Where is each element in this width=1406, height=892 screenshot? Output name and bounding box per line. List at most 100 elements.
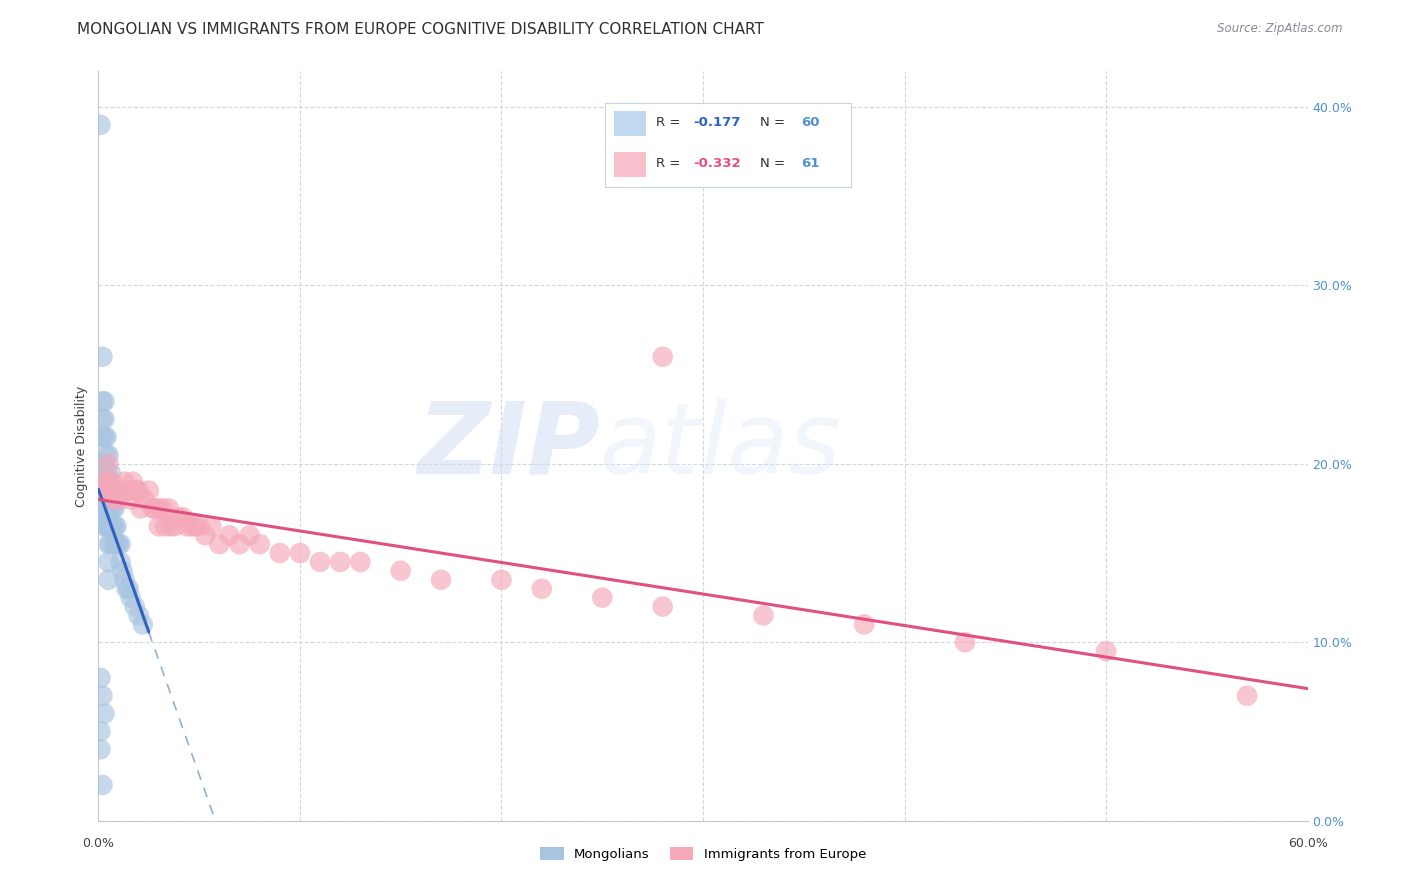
Text: ZIP: ZIP bbox=[418, 398, 600, 494]
Point bbox=[89, 671, 111, 685]
Point bbox=[121, 475, 143, 489]
Point bbox=[160, 519, 183, 533]
Point bbox=[100, 519, 122, 533]
Point bbox=[100, 483, 122, 498]
Point bbox=[97, 519, 120, 533]
Text: -0.177: -0.177 bbox=[693, 117, 741, 129]
Point bbox=[96, 519, 118, 533]
Point bbox=[110, 537, 132, 551]
Point bbox=[105, 483, 128, 498]
Point bbox=[97, 537, 120, 551]
Point bbox=[96, 466, 118, 480]
Point bbox=[97, 501, 120, 516]
Point bbox=[143, 501, 166, 516]
Point bbox=[329, 555, 352, 569]
Point bbox=[91, 430, 114, 444]
Point bbox=[269, 546, 291, 560]
Point bbox=[103, 537, 125, 551]
Point bbox=[172, 510, 194, 524]
Point bbox=[138, 483, 160, 498]
Text: MONGOLIAN VS IMMIGRANTS FROM EUROPE COGNITIVE DISABILITY CORRELATION CHART: MONGOLIAN VS IMMIGRANTS FROM EUROPE COGN… bbox=[77, 22, 765, 37]
Point bbox=[101, 501, 124, 516]
Y-axis label: Cognitive Disability: Cognitive Disability bbox=[75, 385, 89, 507]
Point bbox=[107, 492, 129, 507]
Point bbox=[114, 475, 136, 489]
Point bbox=[148, 519, 170, 533]
Text: 60: 60 bbox=[801, 117, 820, 129]
Point bbox=[530, 582, 553, 596]
Point bbox=[389, 564, 412, 578]
Point bbox=[100, 537, 122, 551]
Bar bbox=[614, 112, 647, 136]
Point bbox=[118, 483, 141, 498]
Point bbox=[349, 555, 371, 569]
Text: 0.0%: 0.0% bbox=[83, 838, 114, 850]
Point bbox=[167, 510, 190, 524]
Point bbox=[93, 483, 115, 498]
Point bbox=[89, 724, 111, 739]
Point bbox=[93, 501, 115, 516]
Point bbox=[91, 350, 114, 364]
Point bbox=[100, 501, 122, 516]
Text: atlas: atlas bbox=[600, 398, 842, 494]
Point bbox=[91, 483, 114, 498]
Point bbox=[101, 483, 124, 498]
Point bbox=[288, 546, 311, 560]
Point bbox=[97, 457, 120, 471]
Point bbox=[91, 412, 114, 426]
Point bbox=[100, 466, 122, 480]
Point bbox=[89, 118, 111, 132]
Point bbox=[208, 537, 231, 551]
Point bbox=[249, 537, 271, 551]
Point bbox=[97, 483, 120, 498]
Point bbox=[97, 573, 120, 587]
Point bbox=[152, 501, 174, 516]
Point bbox=[111, 564, 134, 578]
Point bbox=[105, 519, 128, 533]
Point bbox=[132, 617, 155, 632]
Point bbox=[125, 483, 148, 498]
Point bbox=[142, 501, 165, 516]
Point bbox=[91, 457, 114, 471]
Point bbox=[120, 591, 142, 605]
Point bbox=[128, 483, 150, 498]
Point bbox=[430, 573, 453, 587]
Point bbox=[100, 483, 122, 498]
Point bbox=[93, 706, 115, 721]
Point bbox=[176, 519, 198, 533]
Point bbox=[651, 350, 673, 364]
Point bbox=[163, 519, 186, 533]
Text: Source: ZipAtlas.com: Source: ZipAtlas.com bbox=[1218, 22, 1343, 36]
Point bbox=[91, 689, 114, 703]
Point bbox=[134, 492, 156, 507]
Point bbox=[96, 475, 118, 489]
Point bbox=[953, 635, 976, 649]
Point bbox=[89, 742, 111, 756]
Point bbox=[93, 519, 115, 533]
Point bbox=[96, 430, 118, 444]
Text: R =: R = bbox=[657, 157, 685, 170]
Point bbox=[93, 412, 115, 426]
Point bbox=[114, 573, 136, 587]
Point bbox=[91, 778, 114, 792]
Point bbox=[111, 483, 134, 498]
Point bbox=[110, 555, 132, 569]
Point bbox=[103, 492, 125, 507]
Point bbox=[120, 492, 142, 507]
Point bbox=[93, 430, 115, 444]
Point bbox=[97, 448, 120, 462]
Point bbox=[101, 519, 124, 533]
Point bbox=[651, 599, 673, 614]
Point bbox=[93, 394, 115, 409]
Text: R =: R = bbox=[657, 117, 685, 129]
Point bbox=[188, 519, 211, 533]
Point bbox=[96, 448, 118, 462]
Text: 61: 61 bbox=[801, 157, 820, 170]
Point bbox=[91, 475, 114, 489]
Point bbox=[228, 537, 250, 551]
Point bbox=[157, 501, 180, 516]
Bar bbox=[614, 152, 647, 178]
Point bbox=[184, 519, 207, 533]
Point bbox=[124, 599, 146, 614]
Point bbox=[853, 617, 876, 632]
